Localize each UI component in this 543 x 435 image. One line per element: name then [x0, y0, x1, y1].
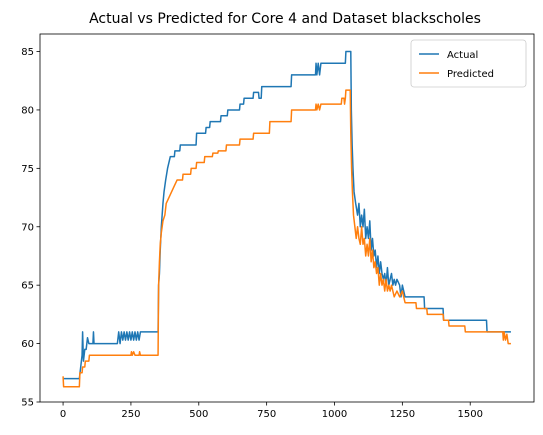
plot-area — [62, 50, 511, 388]
y-tick-label: 80 — [21, 105, 34, 116]
x-tick-label: 1250 — [390, 409, 415, 420]
series-line-actual — [63, 50, 511, 380]
y-tick-label: 85 — [21, 47, 34, 58]
axes-frame — [39, 33, 535, 403]
x-tick-label: 750 — [257, 409, 276, 420]
y-tick-label: 60 — [21, 339, 34, 350]
x-tick-label: 500 — [189, 409, 208, 420]
chart-title: Actual vs Predicted for Core 4 and Datas… — [89, 11, 481, 27]
y-tick-label: 75 — [21, 164, 34, 175]
x-tick-label: 250 — [121, 409, 140, 420]
series-group — [62, 50, 511, 388]
legend-label-actual: Actual — [447, 50, 478, 61]
axes: 0 250 500 750 1000 1250 1500 55 60 65 70 75 80 85 — [21, 33, 535, 420]
legend-box — [410, 39, 527, 88]
x-tick-label: 1500 — [457, 409, 482, 420]
legend-label-predicted: Predicted — [447, 69, 494, 80]
series-line-predicted — [62, 89, 511, 388]
x-tick-label: 1000 — [322, 409, 347, 420]
legend: Actual Predicted — [410, 39, 527, 88]
x-tick-label: 0 — [60, 409, 66, 420]
y-tick-label: 55 — [21, 398, 34, 409]
y-tick-label: 65 — [21, 281, 34, 292]
y-tick-label: 70 — [21, 222, 34, 233]
